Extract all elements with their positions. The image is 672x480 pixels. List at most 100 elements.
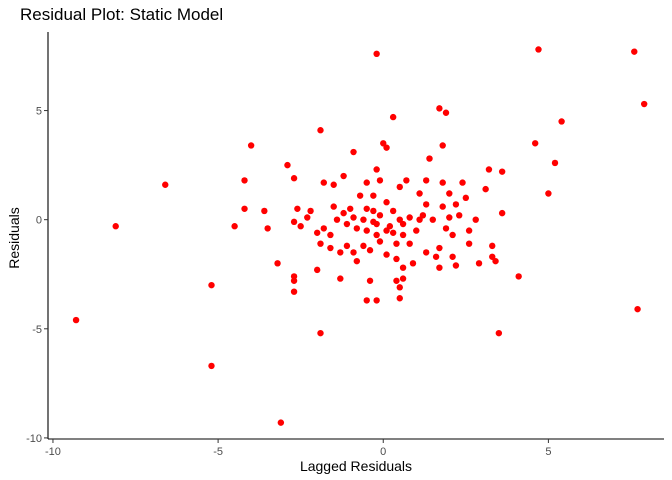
chart-title: Residual Plot: Static Model [20, 5, 223, 24]
data-point [320, 225, 327, 232]
data-point [465, 227, 473, 234]
data-point [290, 277, 298, 284]
data-point [393, 240, 400, 247]
data-point [389, 207, 397, 215]
data-point [373, 166, 380, 173]
data-point [475, 260, 483, 267]
data-point [403, 177, 410, 184]
data-point [363, 205, 370, 212]
data-point [347, 205, 354, 212]
data-point [422, 249, 430, 256]
data-point [442, 225, 450, 232]
data-point [320, 179, 327, 186]
y-tick-label: 0 [36, 215, 42, 227]
data-point [399, 231, 407, 239]
data-point [396, 183, 403, 191]
x-tick-label: 5 [545, 446, 551, 458]
data-point [449, 253, 456, 260]
data-point [399, 264, 407, 271]
data-point [429, 216, 436, 223]
data-point [456, 212, 463, 219]
y-tick-label: -5 [32, 324, 42, 336]
data-point [380, 140, 387, 147]
data-point [422, 177, 430, 184]
data-point [459, 179, 466, 186]
data-point [472, 216, 479, 223]
data-point [330, 181, 337, 188]
data-point [446, 190, 453, 197]
data-point [495, 329, 503, 337]
y-axis-title: Residuals [6, 207, 22, 268]
data-point [333, 216, 341, 223]
data-point [340, 209, 347, 217]
data-point [416, 190, 423, 197]
data-point [373, 231, 380, 239]
data-point [313, 229, 321, 236]
data-point [366, 277, 374, 284]
data-point [442, 109, 450, 116]
data-point [640, 100, 648, 108]
data-point [231, 223, 238, 230]
data-point [489, 242, 496, 250]
data-point [337, 249, 344, 256]
data-point [439, 142, 446, 149]
data-point [436, 244, 443, 252]
data-point [376, 238, 384, 245]
x-tick-label: 0 [380, 446, 386, 458]
data-point [426, 155, 433, 162]
data-point [327, 231, 334, 239]
data-point [290, 288, 298, 295]
data-point [343, 220, 351, 228]
y-tick-label: -10 [26, 433, 42, 445]
data-point [432, 253, 440, 260]
data-point [370, 192, 377, 199]
x-tick-label: -5 [213, 446, 223, 458]
data-point [241, 177, 248, 184]
data-point [406, 214, 413, 221]
data-point [162, 181, 169, 188]
data-point [409, 260, 417, 267]
data-point [274, 260, 281, 267]
data-point [290, 175, 298, 182]
plot-area [72, 46, 648, 426]
data-point [247, 142, 255, 149]
data-point [399, 275, 407, 282]
data-point [446, 214, 453, 221]
data-point [551, 159, 559, 167]
data-point [416, 216, 423, 223]
data-point [343, 242, 351, 250]
data-point [492, 257, 499, 265]
data-point [208, 362, 215, 370]
data-point [294, 205, 301, 212]
data-point [396, 216, 403, 223]
data-point [363, 297, 370, 304]
data-point [290, 218, 298, 226]
data-point [353, 225, 361, 232]
data-point [340, 172, 347, 180]
data-point [373, 297, 380, 304]
data-point [389, 229, 397, 236]
y-tick-label: 5 [36, 106, 42, 118]
data-point [261, 207, 268, 215]
data-point [439, 179, 446, 186]
data-point [376, 177, 384, 184]
data-point [337, 275, 344, 282]
data-point [304, 214, 311, 221]
data-point [422, 201, 430, 208]
data-point [419, 212, 427, 219]
data-point [297, 223, 304, 230]
data-point [393, 277, 400, 284]
data-point [284, 161, 291, 169]
data-point [350, 249, 357, 256]
data-point [406, 240, 413, 247]
data-point [363, 179, 370, 186]
data-point [373, 220, 380, 228]
data-point [498, 168, 506, 175]
data-point [356, 192, 364, 199]
data-point [393, 255, 400, 263]
data-point [313, 266, 321, 274]
data-point [350, 148, 357, 156]
data-point [439, 203, 446, 210]
data-point [399, 220, 407, 228]
data-point [436, 264, 443, 271]
